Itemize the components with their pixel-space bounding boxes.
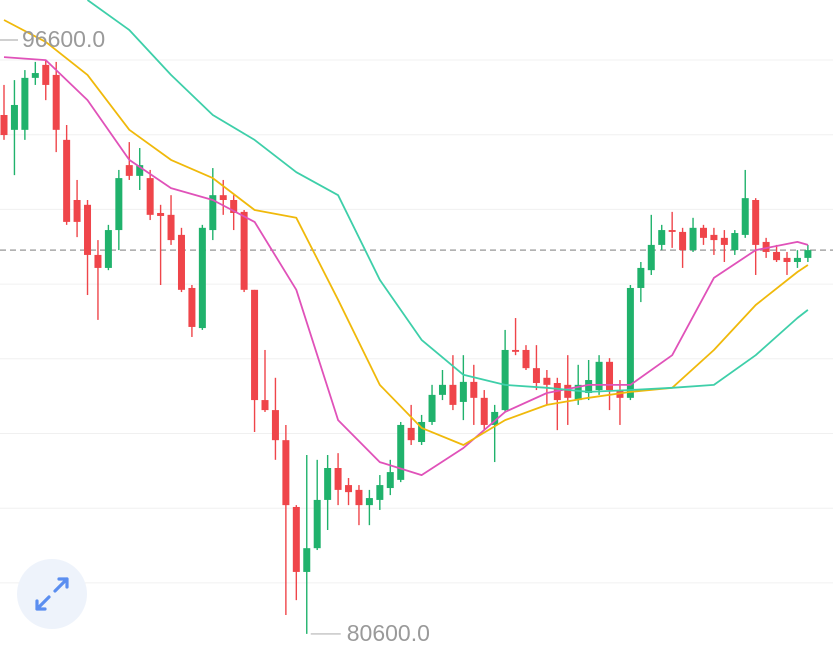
candle-body bbox=[0, 114, 8, 136]
candle-body bbox=[115, 178, 123, 231]
ma-line bbox=[86, 0, 809, 393]
candle-body bbox=[668, 230, 676, 232]
candle-body bbox=[230, 199, 238, 213]
candle-body bbox=[710, 234, 718, 241]
candle-body bbox=[731, 233, 739, 251]
candle-body bbox=[595, 361, 603, 391]
candle-body bbox=[386, 472, 394, 489]
candle-body bbox=[407, 427, 415, 441]
candle-body bbox=[355, 489, 363, 506]
candle-body bbox=[198, 227, 206, 329]
candle-body bbox=[52, 74, 60, 130]
expand-icon bbox=[35, 577, 69, 611]
candle-body bbox=[63, 139, 71, 222]
candle-body bbox=[752, 199, 760, 245]
ma-line bbox=[3, 19, 809, 446]
candle-body bbox=[720, 237, 728, 245]
candle-body bbox=[793, 257, 801, 262]
candle-body bbox=[397, 424, 405, 480]
candle-body bbox=[365, 498, 373, 506]
candle-body bbox=[773, 251, 781, 261]
candle-body bbox=[10, 104, 18, 130]
candle-body bbox=[251, 289, 259, 401]
expand-button-bg[interactable] bbox=[17, 559, 87, 629]
candle-body bbox=[658, 230, 666, 245]
candle-body bbox=[345, 485, 353, 493]
candle-body bbox=[522, 349, 530, 369]
candle-body bbox=[647, 244, 655, 271]
candle-body bbox=[271, 410, 279, 441]
candle-body bbox=[606, 361, 614, 391]
candle-body bbox=[804, 250, 812, 258]
grid bbox=[0, 59, 833, 584]
candle-body bbox=[470, 381, 478, 398]
candle-body bbox=[783, 257, 791, 262]
candle-body bbox=[125, 165, 133, 176]
candle-body bbox=[209, 195, 217, 231]
candle-body bbox=[42, 64, 50, 85]
candle-body bbox=[219, 195, 227, 200]
candle-body bbox=[73, 199, 81, 222]
candle-body bbox=[94, 254, 102, 268]
expand-button[interactable] bbox=[17, 559, 87, 629]
ma-line bbox=[3, 56, 809, 476]
candle-body bbox=[512, 349, 520, 352]
candle-body bbox=[376, 485, 384, 500]
candle-body bbox=[167, 214, 175, 241]
candle-body bbox=[491, 411, 499, 425]
candle-body bbox=[762, 241, 770, 252]
candle-body bbox=[177, 234, 185, 290]
candle-body bbox=[240, 211, 248, 290]
candle-body bbox=[626, 287, 634, 398]
candle-body bbox=[564, 384, 572, 398]
candle-body bbox=[136, 165, 144, 176]
candle-body bbox=[459, 381, 467, 402]
candle-body bbox=[31, 73, 39, 78]
candle-body bbox=[438, 384, 446, 395]
candle-body bbox=[104, 230, 112, 268]
candle-body bbox=[428, 394, 436, 422]
candle-body bbox=[292, 506, 300, 572]
candle-body bbox=[637, 267, 645, 288]
annotation-label: 96600.0 bbox=[22, 26, 105, 52]
candle-body bbox=[188, 287, 196, 327]
candle-body bbox=[699, 227, 707, 238]
candle-body bbox=[324, 467, 332, 500]
candle-body bbox=[157, 212, 165, 216]
candle-body bbox=[501, 349, 509, 411]
candle-body bbox=[741, 198, 749, 235]
candle-body bbox=[261, 400, 269, 411]
candle-body bbox=[679, 231, 687, 251]
candle-body bbox=[418, 421, 426, 443]
candle-body bbox=[543, 377, 551, 385]
candle-body bbox=[313, 499, 321, 549]
candle-body bbox=[303, 548, 311, 572]
candle-body bbox=[532, 368, 540, 383]
candle-body bbox=[689, 227, 697, 251]
annotation-label: 80600.0 bbox=[347, 620, 430, 646]
candle-body bbox=[84, 204, 92, 255]
candle-body bbox=[574, 384, 582, 401]
candle-body bbox=[282, 440, 290, 506]
candle-body bbox=[449, 384, 457, 405]
candle-body bbox=[480, 397, 488, 425]
candle-body bbox=[334, 467, 342, 490]
candle-body bbox=[21, 77, 29, 130]
candle-body bbox=[146, 178, 154, 215]
candle-body bbox=[585, 380, 593, 394]
